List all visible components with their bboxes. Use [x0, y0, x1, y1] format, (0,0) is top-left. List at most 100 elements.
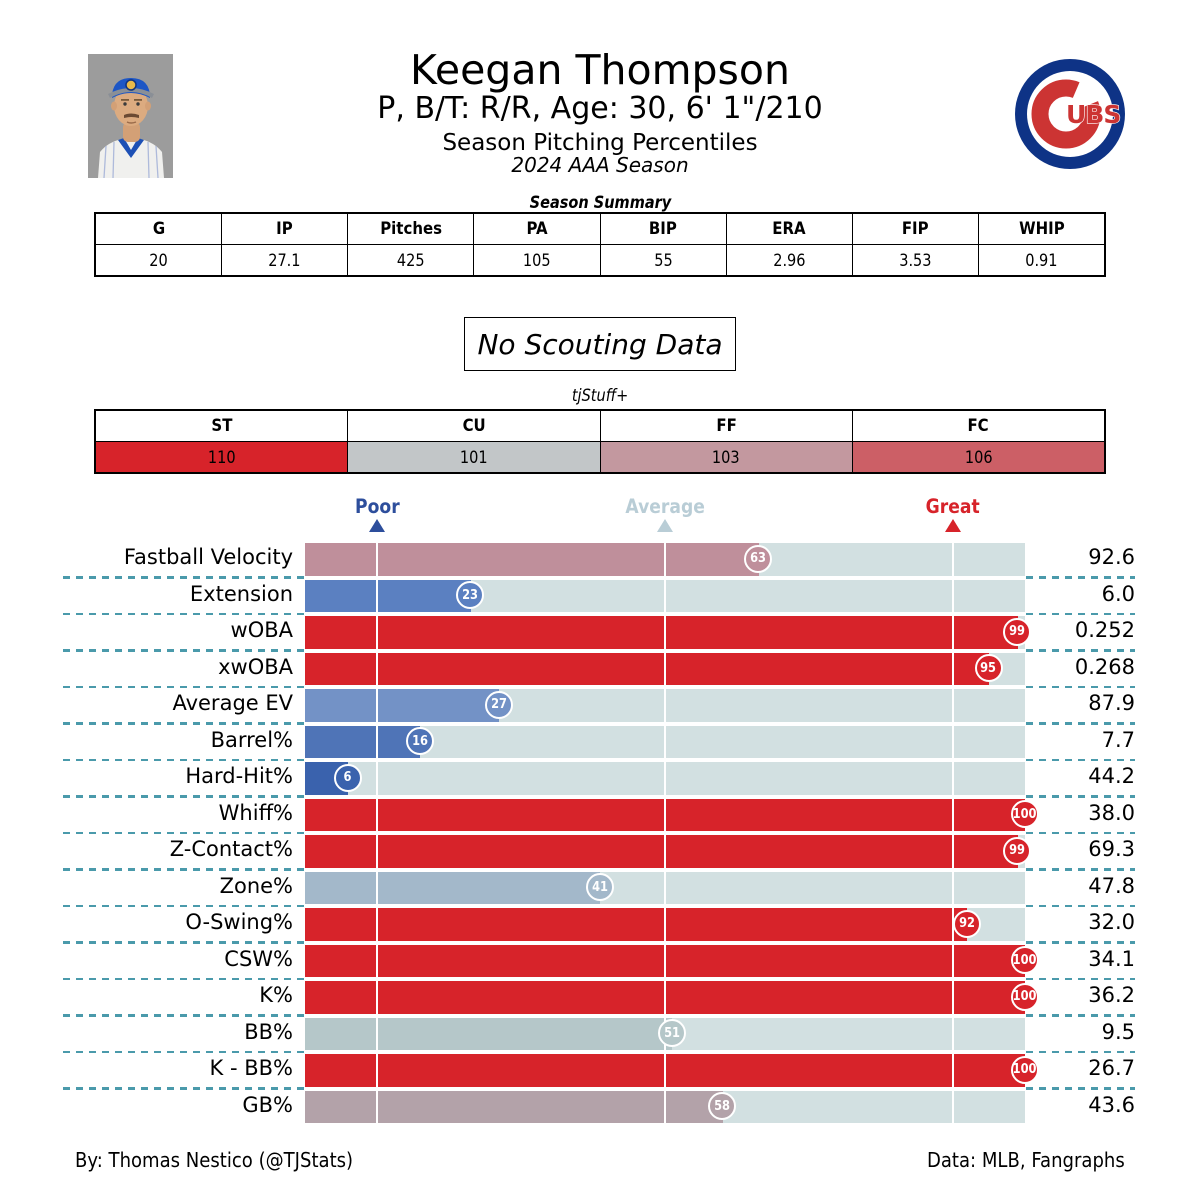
table-cell-text: 3.53	[899, 250, 932, 270]
table-cell: 55	[599, 244, 727, 276]
table-cell: IP	[221, 213, 349, 245]
percentile-marker: 99	[1003, 617, 1032, 646]
percentile-value: 27	[490, 697, 507, 713]
table-cell-text: 101	[460, 447, 488, 467]
row-separator	[63, 649, 305, 652]
percentile-bar-fill	[305, 543, 759, 576]
table-cell-text: FC	[967, 416, 989, 436]
percentile-marker: 95	[974, 654, 1003, 683]
percentile-bar-fill	[305, 908, 968, 941]
percentile-bar-track: 23	[305, 579, 1025, 612]
percentile-bar-track: 95	[305, 652, 1025, 685]
percentile-bar-fill	[305, 579, 471, 612]
percentile-value: 51	[663, 1025, 680, 1041]
percentile-gridline	[952, 835, 954, 868]
row-separator	[63, 1014, 305, 1017]
percentile-value: 23	[462, 587, 479, 603]
table-cell-text: CU	[462, 416, 486, 436]
table-cell: Pitches	[347, 213, 475, 245]
row-separator	[63, 831, 305, 835]
percentile-gridline	[376, 689, 378, 722]
no-scouting-data-text: No Scouting Data	[477, 327, 723, 361]
table-cell: FIP	[851, 213, 979, 245]
table-cell: ERA	[725, 213, 853, 245]
percentile-bar-track: 100	[305, 981, 1039, 1014]
row-separator	[63, 868, 305, 871]
row-separator	[63, 977, 305, 981]
table-cell: 105	[473, 244, 601, 276]
legend-label-poor: Poor	[307, 495, 447, 518]
metric-label: Average EV	[172, 691, 293, 715]
percentile-gridline	[952, 543, 954, 576]
page-title: Keegan Thompson	[410, 46, 790, 94]
percentile-value: 95	[980, 660, 997, 676]
table-cell-text: 103	[712, 447, 740, 467]
metric-label: Hard-Hit%	[185, 764, 293, 788]
no-scouting-data-box: No Scouting Data	[464, 317, 736, 371]
table-cell-text: 55	[653, 250, 673, 270]
row-separator	[63, 685, 305, 689]
percentile-gridline	[376, 944, 378, 977]
percentile-gridline	[952, 798, 954, 831]
row-separator	[1026, 941, 1135, 944]
metric-value: 26.7	[1088, 1056, 1135, 1080]
percentile-gridline	[664, 725, 666, 758]
table-cell: 27.1	[221, 244, 349, 276]
metric-value: 7.7	[1101, 727, 1135, 752]
table-cell: 103	[599, 441, 853, 473]
table-cell-text: ST	[211, 416, 233, 436]
table-cell: FC	[851, 410, 1106, 442]
percentile-gridline	[664, 871, 666, 904]
row-separator	[1026, 758, 1135, 762]
row-separator	[1026, 576, 1135, 579]
season-summary-header-row: G IP Pitches PA BIP ERA FIP WHIP	[94, 213, 1106, 245]
percentile-gridline	[952, 1017, 954, 1050]
data-source-credit: Data: MLB, Fangraphs	[927, 1148, 1125, 1172]
row-separator	[1026, 831, 1135, 835]
metric-value: 6.0	[1101, 581, 1135, 606]
percentile-gridline	[376, 762, 378, 795]
metric-value: 34.1	[1088, 946, 1135, 971]
row-separator	[63, 722, 305, 725]
table-cell-text: G	[152, 219, 165, 239]
percentile-bar-track: 92	[305, 908, 1025, 941]
percentile-marker: 100	[1010, 1055, 1039, 1084]
percentile-gridline	[376, 981, 378, 1014]
percentile-marker: 51	[657, 1019, 686, 1048]
percentile-marker: 100	[1010, 946, 1039, 975]
percentile-gridline	[952, 616, 954, 649]
table-cell-text: 27.1	[268, 250, 301, 270]
table-cell: ST	[94, 410, 349, 442]
percentile-value: 92	[958, 916, 975, 932]
row-separator	[63, 576, 305, 579]
table-cell-text: ERA	[772, 219, 806, 239]
percentile-bar-fill	[305, 616, 1018, 649]
metric-value: 38.0	[1088, 800, 1135, 825]
legend-label-text: Great	[926, 495, 980, 518]
metric-value: 0.268	[1074, 654, 1135, 679]
tjstuff-value-row: 110 101 103 106	[94, 441, 1106, 473]
percentile-gridline	[952, 652, 954, 685]
metric-value: 92.6	[1088, 545, 1135, 569]
tjstuff-header-row: ST CU FF FC	[94, 410, 1106, 442]
row-separator	[1026, 649, 1135, 652]
percentile-gridline	[376, 725, 378, 758]
percentile-marker: 100	[1010, 800, 1039, 829]
percentile-value: 6	[343, 770, 352, 786]
legend-triangle-icon	[369, 519, 385, 532]
row-separator	[1026, 868, 1135, 871]
percentile-gridline	[664, 689, 666, 722]
table-cell-text: IP	[276, 219, 293, 239]
percentile-marker: 23	[456, 581, 485, 610]
percentile-value: 100	[1012, 1062, 1037, 1078]
percentile-bar-track: 100	[305, 944, 1039, 977]
percentile-gridline	[952, 871, 954, 904]
player-bio-line: P, B/T: R/R, Age: 30, 6' 1"/210	[377, 91, 823, 126]
row-separator	[1026, 904, 1135, 908]
player-photo-illustration	[88, 54, 173, 179]
season-summary-value-row: 20 27.1 425 105 55 2.96 3.53 0.91	[94, 244, 1106, 276]
row-separator	[1026, 612, 1135, 616]
percentile-gridline	[376, 1054, 378, 1087]
percentile-value: 100	[1012, 989, 1037, 1005]
table-cell-text: 425	[396, 250, 425, 270]
